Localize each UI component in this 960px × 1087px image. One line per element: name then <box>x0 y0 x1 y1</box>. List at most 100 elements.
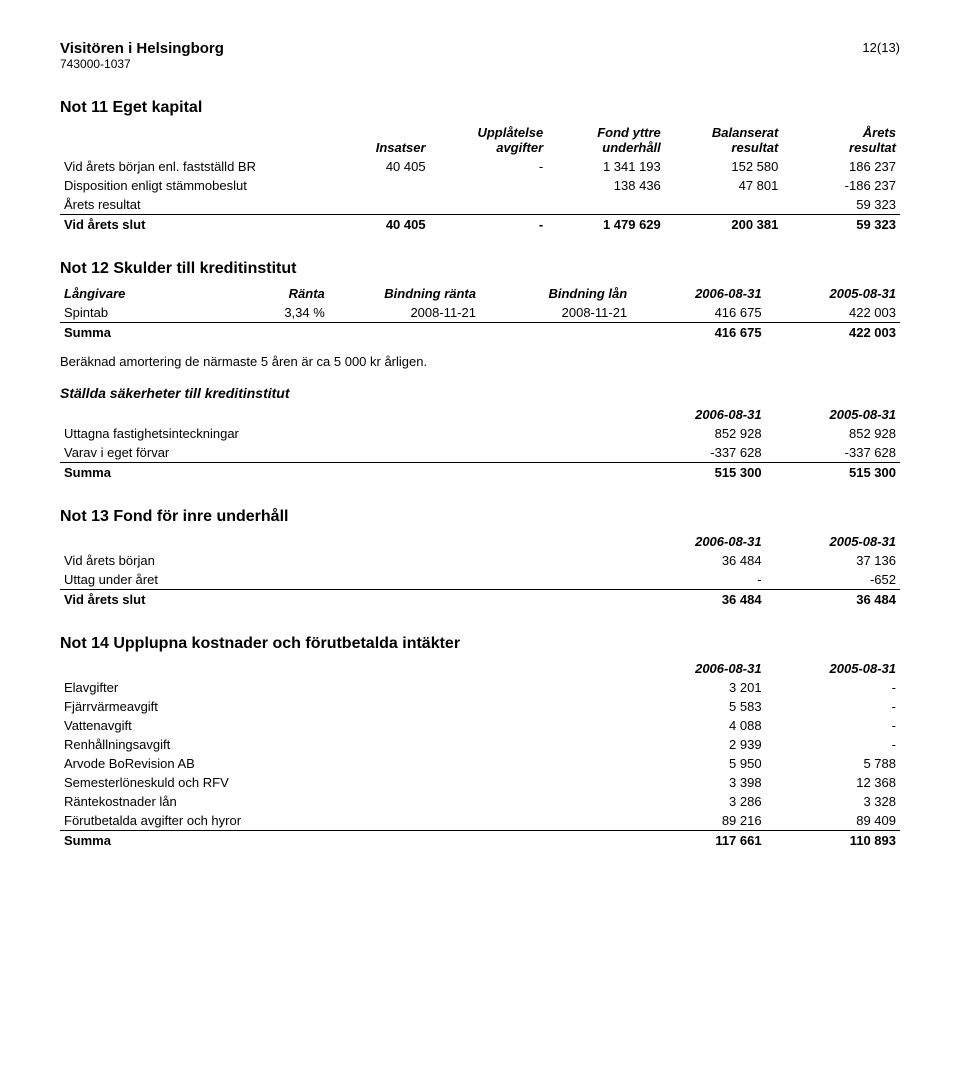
cell: Spintab <box>60 303 245 323</box>
table-row: Varav i eget förvar -337 628 -337 628 <box>60 443 900 463</box>
cell: 186 237 <box>782 157 900 176</box>
row-label: Räntekostnader lån <box>60 792 631 811</box>
sum-label: Summa <box>60 831 631 851</box>
table-row: Disposition enligt stämmobeslut 138 436 … <box>60 176 900 195</box>
table-row: Uttagna fastighetsinteckningar 852 928 8… <box>60 424 900 443</box>
sum-label: Summa <box>60 463 631 483</box>
cell: 3 328 <box>766 792 900 811</box>
cell: 59 323 <box>782 215 900 235</box>
cell: 3,34 % <box>245 303 329 323</box>
not12-narrative: Beräknad amortering de närmaste 5 åren ä… <box>60 354 900 369</box>
row-label: Arvode BoRevision AB <box>60 754 631 773</box>
table-row: Årets resultat 59 323 <box>60 195 900 215</box>
col-date1: 2006-08-31 <box>631 284 765 303</box>
cell: 12 368 <box>766 773 900 792</box>
cell <box>480 323 631 343</box>
cell: 3 398 <box>631 773 765 792</box>
cell: 2 939 <box>631 735 765 754</box>
cell: 47 801 <box>665 176 783 195</box>
cell <box>245 323 329 343</box>
cell: 5 950 <box>631 754 765 773</box>
col-langivare: Långivare <box>60 284 245 303</box>
cell: 1 479 629 <box>547 215 665 235</box>
row-label: Vid årets början enl. fastställd BR <box>60 157 329 176</box>
col-balanserat: Balanseratresultat <box>712 125 778 155</box>
cell: 89 216 <box>631 811 765 831</box>
cell: 852 928 <box>631 424 765 443</box>
row-label: Förutbetalda avgifter och hyror <box>60 811 631 831</box>
cell: 2008-11-21 <box>329 303 480 323</box>
pledged-header-row: 2006-08-31 2005-08-31 <box>60 405 900 424</box>
cell: 515 300 <box>766 463 900 483</box>
sum-label: Vid årets slut <box>60 590 631 610</box>
not12-table: Långivare Ränta Bindning ränta Bindning … <box>60 284 900 342</box>
cell: -337 628 <box>766 443 900 463</box>
sum-label: Vid årets slut <box>60 215 329 235</box>
cell: 117 661 <box>631 831 765 851</box>
table-row: Fjärrvärmeavgift 5 583 - <box>60 697 900 716</box>
row-label: Varav i eget förvar <box>60 443 631 463</box>
cell: 59 323 <box>782 195 900 215</box>
cell <box>430 195 548 215</box>
row-label: Uttagna fastighetsinteckningar <box>60 424 631 443</box>
cell: 1 341 193 <box>547 157 665 176</box>
table-row: Räntekostnader lån 3 286 3 328 <box>60 792 900 811</box>
pledged-title: Ställda säkerheter till kreditinstitut <box>60 385 900 401</box>
cell <box>547 195 665 215</box>
cell: 138 436 <box>547 176 665 195</box>
table-row: Semesterlöneskuld och RFV 3 398 12 368 <box>60 773 900 792</box>
table-row: Elavgifter 3 201 - <box>60 678 900 697</box>
cell: 40 405 <box>329 215 430 235</box>
not13-table: 2006-08-31 2005-08-31 Vid årets början 3… <box>60 532 900 609</box>
col-date2: 2005-08-31 <box>766 532 900 551</box>
col-upplatelse: Upplåtelseavgifter <box>477 125 543 155</box>
cell <box>329 323 480 343</box>
not14-header-row: 2006-08-31 2005-08-31 <box>60 659 900 678</box>
org-number: 743000-1037 <box>60 57 224 71</box>
cell: 3 286 <box>631 792 765 811</box>
table-row: Vid årets början enl. fastställd BR 40 4… <box>60 157 900 176</box>
row-label: Elavgifter <box>60 678 631 697</box>
cell: - <box>430 215 548 235</box>
cell: 200 381 <box>665 215 783 235</box>
row-label: Renhållningsavgift <box>60 735 631 754</box>
row-label: Semesterlöneskuld och RFV <box>60 773 631 792</box>
table-row: Spintab 3,34 % 2008-11-21 2008-11-21 416… <box>60 303 900 323</box>
col-date1: 2006-08-31 <box>631 659 765 678</box>
row-label: Årets resultat <box>60 195 329 215</box>
sum-row: Summa 515 300 515 300 <box>60 463 900 483</box>
cell: -186 237 <box>782 176 900 195</box>
cell: 36 484 <box>766 590 900 610</box>
col-fond: Fond yttreunderhåll <box>597 125 661 155</box>
cell <box>665 195 783 215</box>
not11-header-row: Insatser Upplåtelseavgifter Fond yttreun… <box>60 123 900 157</box>
pledged-table: 2006-08-31 2005-08-31 Uttagna fastighets… <box>60 405 900 482</box>
company-name: Visitören i Helsingborg <box>60 40 224 57</box>
sum-row: Vid årets slut 36 484 36 484 <box>60 590 900 610</box>
cell: 416 675 <box>631 303 765 323</box>
not14-table: 2006-08-31 2005-08-31 Elavgifter 3 201 -… <box>60 659 900 850</box>
not11-title: Not 11 Eget kapital <box>60 99 900 117</box>
cell: -337 628 <box>631 443 765 463</box>
cell <box>430 176 548 195</box>
row-label: Disposition enligt stämmobeslut <box>60 176 329 195</box>
page-header: Visitören i Helsingborg 743000-1037 12(1… <box>60 40 900 71</box>
col-ranta: Ränta <box>245 284 329 303</box>
cell: - <box>766 716 900 735</box>
sum-row: Vid årets slut 40 405 - 1 479 629 200 38… <box>60 215 900 235</box>
col-date2: 2005-08-31 <box>766 284 900 303</box>
col-bindranta: Bindning ränta <box>329 284 480 303</box>
not13-title: Not 13 Fond för inre underhåll <box>60 508 900 526</box>
col-date1: 2006-08-31 <box>631 532 765 551</box>
cell <box>329 195 430 215</box>
cell: 5 583 <box>631 697 765 716</box>
cell: - <box>766 735 900 754</box>
cell: - <box>766 678 900 697</box>
cell: 5 788 <box>766 754 900 773</box>
cell: 4 088 <box>631 716 765 735</box>
sum-row: Summa 416 675 422 003 <box>60 323 900 343</box>
table-row: Arvode BoRevision AB 5 950 5 788 <box>60 754 900 773</box>
cell: 36 484 <box>631 590 765 610</box>
cell: 416 675 <box>631 323 765 343</box>
cell: 37 136 <box>766 551 900 570</box>
